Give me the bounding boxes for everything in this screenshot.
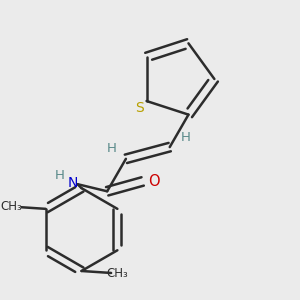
Text: N: N (67, 176, 78, 190)
Text: H: H (55, 169, 65, 182)
Text: O: O (148, 174, 160, 189)
Text: S: S (135, 101, 144, 115)
Text: CH₃: CH₃ (0, 200, 22, 213)
Text: H: H (181, 131, 190, 144)
Text: H: H (107, 142, 117, 155)
Text: CH₃: CH₃ (106, 267, 128, 280)
